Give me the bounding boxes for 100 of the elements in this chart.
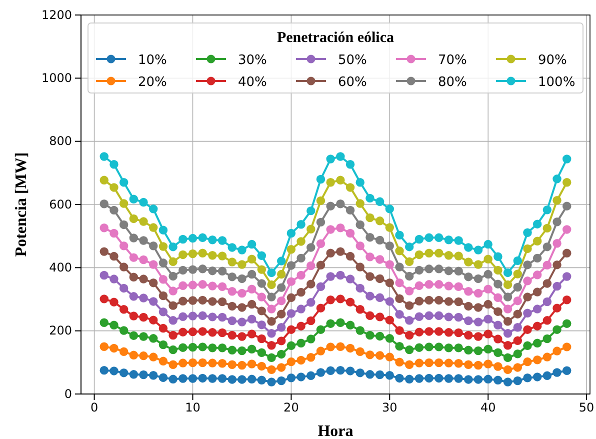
- point: [494, 293, 502, 302]
- point: [404, 257, 414, 266]
- point: [296, 254, 306, 263]
- point: [454, 328, 463, 338]
- point: [238, 246, 246, 254]
- point: [129, 194, 138, 204]
- point: [474, 260, 483, 269]
- point: [129, 370, 138, 379]
- point: [276, 256, 286, 266]
- point: [247, 330, 256, 338]
- point: [119, 326, 128, 335]
- point: [434, 296, 444, 305]
- point: [444, 250, 454, 260]
- x-tick-label: 0: [90, 400, 98, 415]
- point: [434, 248, 444, 258]
- point: [276, 283, 286, 292]
- point: [414, 296, 424, 306]
- point: [494, 348, 502, 357]
- point: [168, 301, 178, 310]
- point: [375, 370, 384, 380]
- point: [356, 242, 364, 250]
- point: [100, 270, 109, 280]
- y-tick-label: 400: [49, 260, 72, 275]
- point: [503, 268, 512, 278]
- point: [228, 272, 236, 282]
- point: [296, 237, 306, 246]
- point: [562, 225, 572, 234]
- point: [247, 254, 256, 264]
- point: [267, 353, 276, 362]
- point: [523, 325, 532, 334]
- point: [523, 308, 532, 318]
- point: [513, 270, 522, 278]
- y-tick-label: 800: [49, 134, 72, 148]
- point: [395, 310, 404, 319]
- point: [238, 332, 246, 341]
- point: [178, 358, 188, 368]
- point: [513, 323, 522, 332]
- point: [198, 233, 207, 242]
- point: [228, 258, 236, 266]
- point: [218, 328, 227, 338]
- point: [129, 253, 138, 262]
- point: [119, 262, 128, 272]
- point: [316, 196, 326, 206]
- point: [513, 350, 522, 358]
- point: [168, 316, 178, 325]
- point: [434, 358, 444, 368]
- point: [148, 260, 158, 269]
- point: [494, 376, 502, 384]
- point: [119, 368, 128, 378]
- point: [247, 270, 256, 279]
- point: [454, 266, 463, 276]
- point: [296, 288, 306, 297]
- point: [139, 274, 148, 284]
- point: [404, 374, 414, 384]
- point: [306, 353, 316, 362]
- point: [208, 374, 217, 383]
- point: [276, 296, 286, 306]
- point: [188, 358, 198, 368]
- point: [503, 329, 512, 338]
- point: [484, 344, 492, 354]
- point: [247, 300, 256, 309]
- point: [168, 272, 178, 281]
- point: [414, 343, 424, 352]
- point: [366, 292, 374, 300]
- point: [346, 344, 355, 353]
- point: [464, 258, 473, 266]
- point: [257, 251, 266, 260]
- point: [532, 322, 542, 330]
- point: [316, 304, 326, 312]
- point: [198, 374, 207, 383]
- point: [228, 346, 236, 354]
- y-tick-label: 0: [64, 386, 72, 401]
- point: [119, 284, 128, 293]
- point: [523, 341, 532, 350]
- point: [267, 341, 276, 350]
- point: [494, 266, 502, 275]
- point: [306, 280, 316, 288]
- point: [178, 374, 188, 383]
- point: [366, 213, 374, 222]
- point: [336, 318, 345, 327]
- point: [562, 342, 572, 352]
- point: [356, 326, 364, 335]
- point: [110, 183, 118, 192]
- point: [424, 296, 434, 305]
- point: [375, 236, 384, 245]
- point: [178, 328, 188, 336]
- point: [484, 284, 492, 294]
- point: [158, 242, 168, 251]
- point: [454, 236, 463, 245]
- point: [542, 352, 552, 362]
- point: [336, 176, 345, 185]
- legend-label: 50%: [338, 53, 367, 68]
- point: [110, 298, 118, 306]
- point: [100, 152, 109, 161]
- point: [158, 324, 168, 333]
- point: [523, 292, 532, 302]
- point: [218, 344, 227, 352]
- point: [306, 298, 316, 307]
- point: [414, 312, 424, 321]
- point: [414, 250, 424, 260]
